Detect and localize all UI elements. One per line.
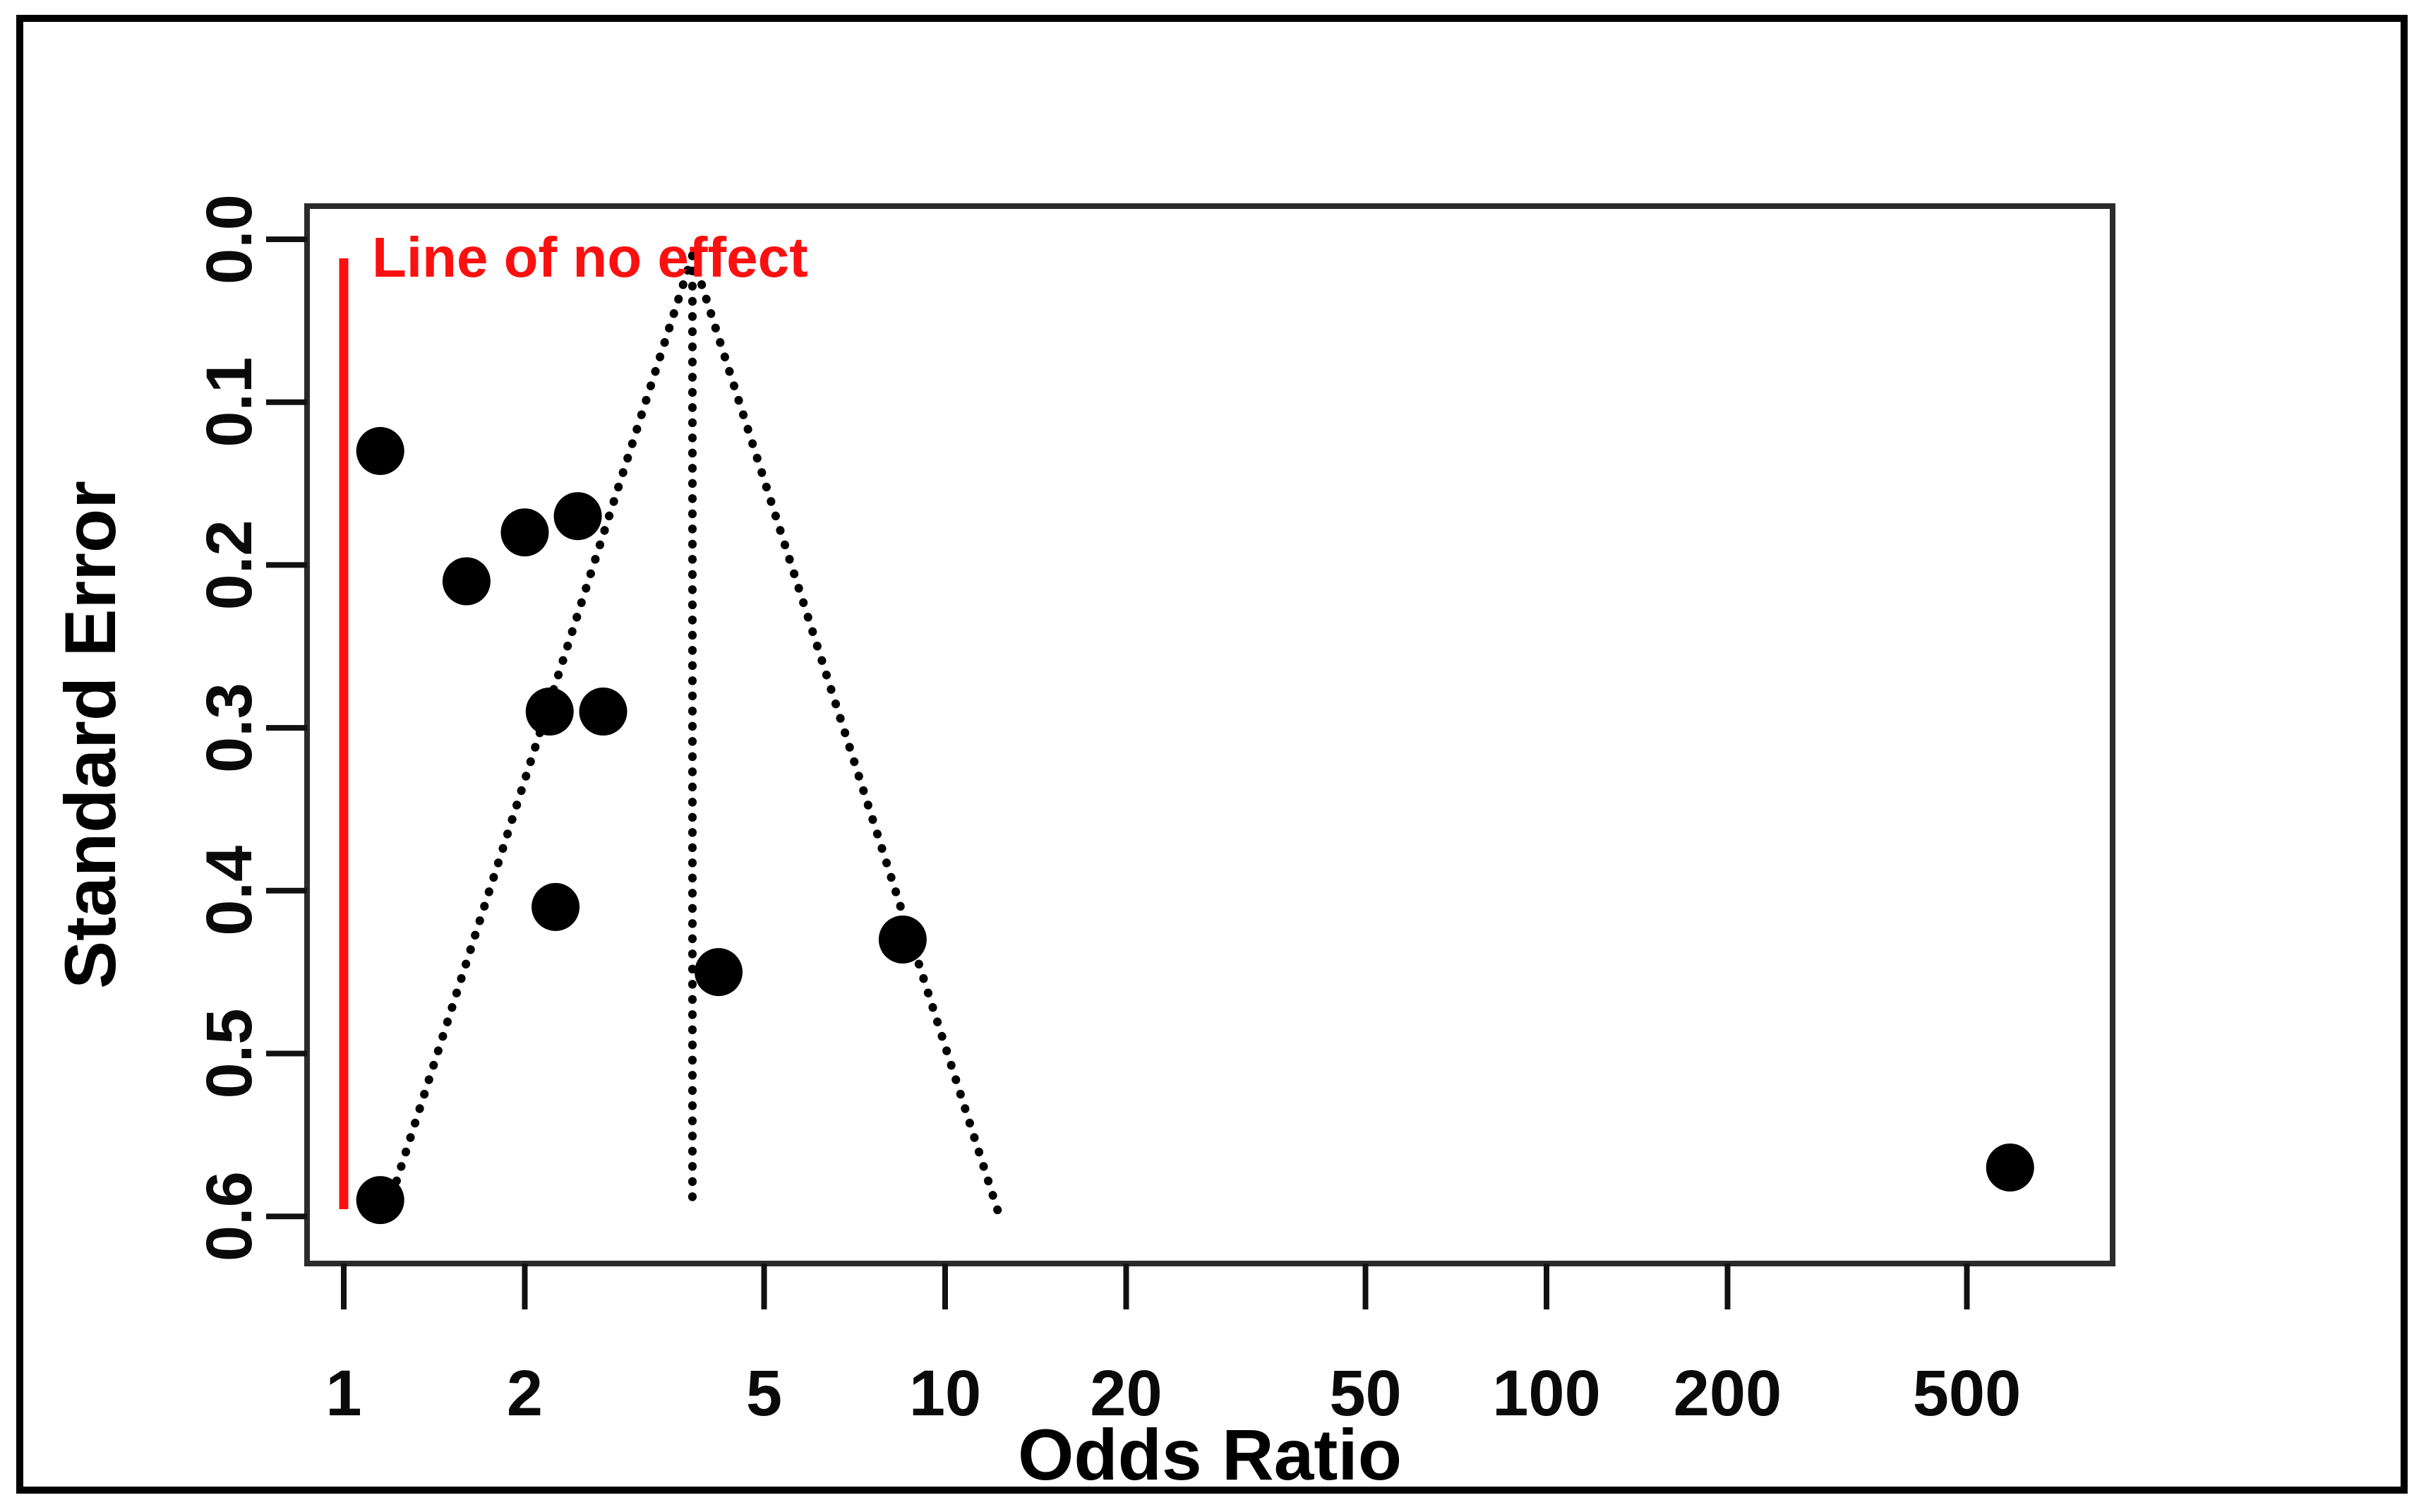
x-tick-label: 20 (1090, 1357, 1162, 1429)
data-point (356, 426, 404, 475)
data-point (356, 1176, 404, 1225)
line-of-no-effect-label: Line of no effect (372, 226, 808, 289)
y-tick-label: 0.6 (193, 1171, 265, 1261)
x-tick-label: 100 (1492, 1357, 1601, 1429)
x-tick-label: 50 (1329, 1357, 1401, 1429)
data-point (553, 492, 602, 541)
x-axis-title: Odds Ratio (1018, 1415, 1402, 1495)
x-tick-label: 5 (746, 1357, 782, 1429)
data-point (695, 948, 743, 997)
figure-border (16, 15, 2408, 1494)
data-point (1986, 1143, 2034, 1192)
y-axis-title: Standard Error (50, 481, 131, 989)
x-tick-label: 500 (1913, 1357, 2022, 1429)
plot-box (304, 203, 2115, 1266)
data-point (878, 916, 927, 964)
funnel-left-edge (380, 251, 697, 1221)
data-point (532, 882, 580, 931)
x-tick-label: 10 (909, 1357, 981, 1429)
data-point (525, 688, 574, 736)
y-tick-label: 0.3 (193, 683, 265, 773)
y-tick-label: 0.2 (193, 520, 265, 610)
chart-layers: 1 2 5 10 20 50 100 200 500 0.0 0.1 0.2 0.3 0.4 0.5 0.6 (16, 15, 2408, 1494)
y-tick-label: 0.5 (193, 1009, 265, 1099)
x-tick-label: 1 (325, 1357, 361, 1429)
x-tick-label: 2 (507, 1357, 543, 1429)
data-point (579, 688, 627, 736)
data-point (500, 508, 549, 557)
y-tick-label: 0.1 (193, 357, 265, 448)
x-tick-label: 200 (1674, 1357, 1782, 1429)
data-point (442, 557, 491, 606)
funnel-right-edge (687, 251, 1004, 1221)
y-tick-label: 0.0 (193, 194, 265, 284)
y-tick-label: 0.4 (193, 846, 265, 936)
